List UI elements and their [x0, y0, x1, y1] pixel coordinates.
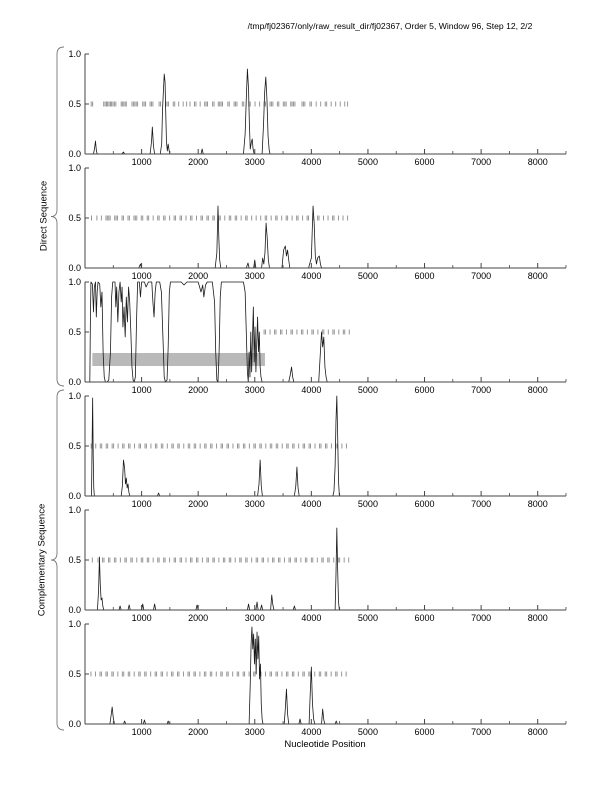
- x-tick-label: 3000: [245, 727, 265, 737]
- x-tick-label: 3000: [245, 385, 265, 395]
- y-tick-label: 0.5: [68, 99, 81, 109]
- x-tick-label: 6000: [415, 727, 435, 737]
- x-tick-label: 5000: [358, 727, 378, 737]
- x-tick-label: 4000: [301, 613, 321, 623]
- x-tick-label: 1000: [132, 157, 152, 167]
- x-axis-title: Nucleotide Position: [284, 739, 366, 750]
- y-tick-label: 0.5: [68, 555, 81, 565]
- density-curve: [85, 205, 566, 269]
- x-tick-label: 2000: [188, 499, 208, 509]
- x-tick-label: 7000: [471, 499, 491, 509]
- x-tick-label: 8000: [528, 157, 548, 167]
- x-tick-label: 2000: [188, 385, 208, 395]
- x-tick-label: 3000: [245, 613, 265, 623]
- x-tick-label: 1000: [132, 727, 152, 737]
- x-tick-label: 2000: [188, 727, 208, 737]
- panel-4: 0.0 0.5 1.0 1000 2000 3000 4000 5000 6000 7000 800…: [68, 391, 567, 509]
- x-tick-label: 4000: [301, 157, 321, 167]
- panel-1: 0.0 0.5 1.0 1000 2000 3000 4000 5000 6000 7000 800…: [68, 49, 567, 167]
- y-tick-label: 0.5: [68, 327, 81, 337]
- x-tick-label: 7000: [471, 727, 491, 737]
- y-tick-label: 1.0: [68, 163, 81, 173]
- y-tick-label: 0.0: [68, 605, 81, 615]
- x-tick-label: 6000: [415, 385, 435, 395]
- y-tick-label: 0.0: [68, 491, 81, 501]
- panel-2: 0.0 0.5 1.0 1000 2000 3000 4000 5000 6000 7000 800…: [68, 163, 567, 281]
- y-tick-label: 0.5: [68, 441, 81, 451]
- x-tick-label: 5000: [358, 157, 378, 167]
- plot-title: /tmp/fj02367/only/raw_result_dir/fj02367…: [247, 21, 533, 31]
- x-tick-label: 6000: [415, 499, 435, 509]
- x-tick-label: 6000: [415, 271, 435, 281]
- panel-5: 0.0 0.5 1.0 1000 2000 3000 4000 5000 6000 7000 800…: [68, 505, 567, 623]
- direct-sequence-label: Direct Sequence: [38, 180, 50, 252]
- x-tick-label: 5000: [358, 613, 378, 623]
- y-tick-label: 1.0: [68, 391, 81, 401]
- y-tick-label: 0.0: [68, 149, 81, 159]
- x-tick-label: 8000: [528, 613, 548, 623]
- density-curve: [85, 527, 566, 611]
- y-tick-label: 0.5: [68, 213, 81, 223]
- x-tick-label: 2000: [188, 157, 208, 167]
- x-tick-label: 7000: [471, 271, 491, 281]
- x-tick-label: 8000: [528, 499, 548, 509]
- x-tick-label: 3000: [245, 499, 265, 509]
- x-tick-label: 8000: [528, 727, 548, 737]
- shaded-region: [92, 353, 265, 366]
- x-tick-label: 5000: [358, 271, 378, 281]
- x-tick-label: 1000: [132, 271, 152, 281]
- x-tick-label: 6000: [415, 613, 435, 623]
- x-tick-label: 3000: [245, 157, 265, 167]
- y-tick-label: 1.0: [68, 49, 81, 59]
- panel-3: 0.0 0.5 1.0 1000 2000 3000 4000 5000 6000 7000 800…: [68, 277, 567, 395]
- x-tick-label: 8000: [528, 385, 548, 395]
- x-tick-label: 8000: [528, 271, 548, 281]
- x-tick-label: 7000: [471, 385, 491, 395]
- x-tick-label: 1000: [132, 613, 152, 623]
- x-tick-label: 1000: [132, 499, 152, 509]
- y-tick-label: 0.0: [68, 377, 81, 387]
- x-tick-label: 7000: [471, 613, 491, 623]
- x-tick-label: 5000: [358, 385, 378, 395]
- x-tick-label: 2000: [188, 613, 208, 623]
- x-tick-label: 4000: [301, 271, 321, 281]
- y-tick-label: 0.0: [68, 719, 81, 729]
- y-tick-label: 1.0: [68, 277, 81, 287]
- x-tick-label: 5000: [358, 499, 378, 509]
- y-tick-label: 0.0: [68, 263, 81, 273]
- x-tick-label: 4000: [301, 499, 321, 509]
- density-curve: [85, 281, 566, 383]
- x-tick-label: 1000: [132, 385, 152, 395]
- x-tick-label: 6000: [415, 157, 435, 167]
- panel-6: 0.0 0.5 1.0 1000 2000 3000 4000 5000 6000 7000 800…: [68, 619, 567, 737]
- x-tick-label: 7000: [471, 157, 491, 167]
- density-curve: [85, 68, 566, 155]
- complementary-sequence-label: Complementary Sequence: [36, 503, 48, 617]
- x-tick-label: 4000: [301, 727, 321, 737]
- y-tick-label: 1.0: [68, 505, 81, 515]
- x-tick-label: 3000: [245, 271, 265, 281]
- x-tick-label: 4000: [301, 385, 321, 395]
- y-tick-label: 0.5: [68, 669, 81, 679]
- x-tick-label: 2000: [188, 271, 208, 281]
- y-tick-label: 1.0: [68, 619, 81, 629]
